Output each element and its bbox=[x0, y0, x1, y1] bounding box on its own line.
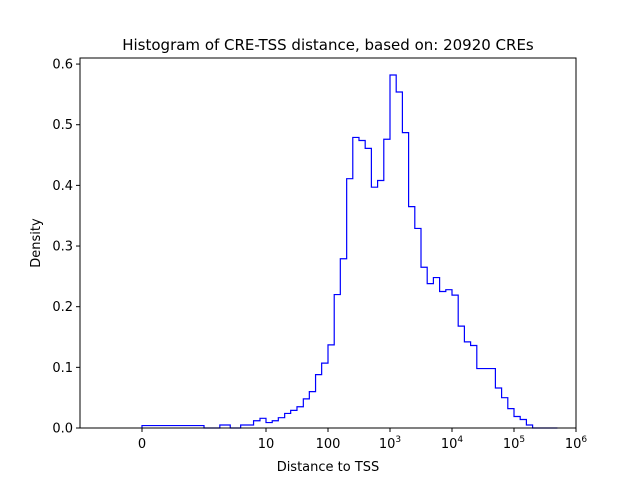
y-axis-label: Density bbox=[29, 218, 44, 268]
histogram-step-line bbox=[141, 74, 558, 429]
y-tick-label: 0.2 bbox=[52, 300, 73, 315]
x-tick-label: 100 bbox=[316, 437, 341, 452]
x-axis-label: Distance to TSS bbox=[277, 460, 380, 475]
x-tick-label: 104 bbox=[441, 435, 464, 452]
x-tick-label: 10 bbox=[258, 437, 275, 452]
y-tick-label: 0.3 bbox=[52, 240, 73, 255]
x-axis-ticks: 0 10 100 103 104 105 106 bbox=[138, 428, 588, 452]
y-tick-label: 0.0 bbox=[52, 422, 73, 437]
x-tick-label: 103 bbox=[379, 435, 401, 452]
y-tick-label: 0.4 bbox=[52, 179, 73, 194]
y-tick-label: 0.6 bbox=[52, 58, 73, 73]
x-tick-label: 106 bbox=[565, 435, 588, 452]
x-tick-label: 105 bbox=[503, 435, 525, 452]
y-tick-label: 0.5 bbox=[52, 118, 73, 133]
x-tick-label: 0 bbox=[138, 437, 146, 452]
chart-title: Histogram of CRE-TSS distance, based on:… bbox=[122, 36, 534, 54]
y-axis-ticks: 0.0 0.1 0.2 0.3 0.4 0.5 0.6 bbox=[52, 58, 80, 437]
y-tick-label: 0.1 bbox=[52, 361, 73, 376]
